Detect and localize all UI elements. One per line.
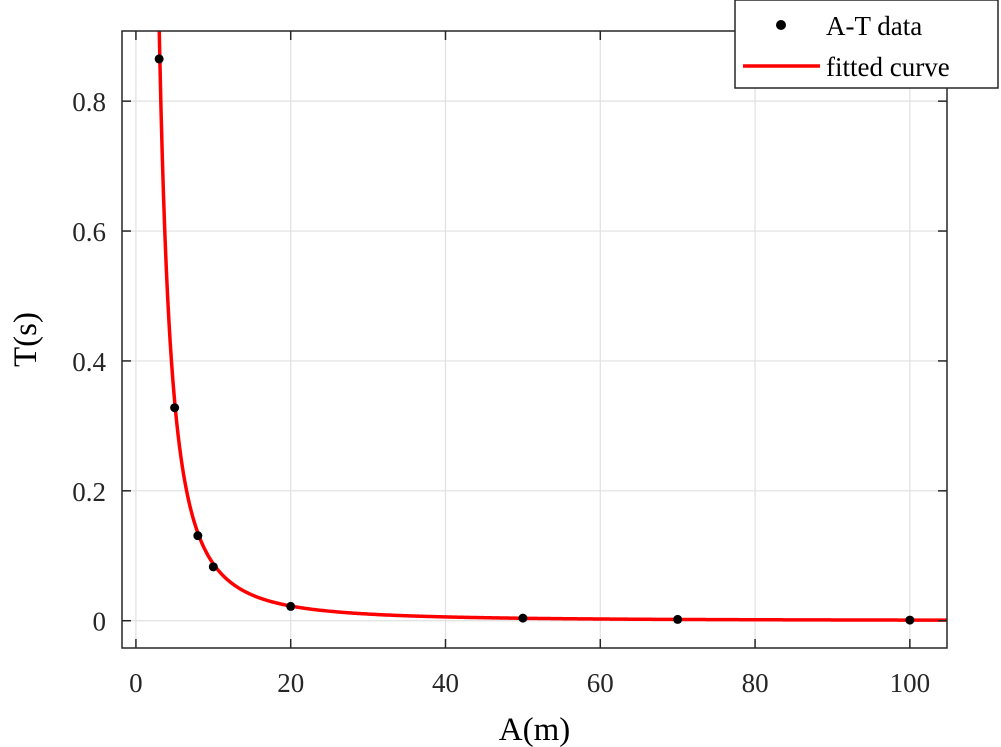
fitted-curve <box>157 31 947 622</box>
y-tick-label: 0.2 <box>72 477 106 507</box>
legend: A-T data fitted curve <box>734 0 999 89</box>
legend-dot-icon <box>776 20 786 30</box>
y-axis-label: T(s) <box>8 312 44 367</box>
x-tick-label: 20 <box>277 668 304 698</box>
axis-ticks <box>122 31 947 648</box>
y-tick-label: 0.6 <box>72 217 106 247</box>
y-tick-label: 0 <box>93 607 107 637</box>
y-tick-label: 0.4 <box>72 347 106 377</box>
axes-box <box>121 30 948 649</box>
x-tick-labels: 0 20 40 60 80 100 <box>129 668 930 698</box>
x-tick-label: 0 <box>129 668 143 698</box>
x-tick-label: 80 <box>742 668 769 698</box>
data-point <box>208 562 218 572</box>
legend-label-fit: fitted curve <box>826 52 950 82</box>
data-point <box>673 614 683 624</box>
legend-box <box>734 0 999 89</box>
x-tick-label: 60 <box>587 668 614 698</box>
data-point <box>905 615 915 625</box>
legend-label-data: A-T data <box>826 11 922 41</box>
grid-lines <box>122 31 947 648</box>
data-point <box>154 54 164 64</box>
x-tick-label: 100 <box>890 668 931 698</box>
x-axis-label: A(m) <box>499 712 570 747</box>
data-point <box>286 601 296 611</box>
fitted-curve-line <box>157 31 947 622</box>
data-point <box>170 403 180 413</box>
data-points <box>154 54 915 625</box>
x-tick-label: 40 <box>432 668 459 698</box>
y-tick-label: 0.8 <box>72 87 106 117</box>
data-point <box>518 613 528 623</box>
y-tick-labels: 0 0.2 0.4 0.6 0.8 <box>72 87 106 637</box>
data-point <box>193 531 203 541</box>
